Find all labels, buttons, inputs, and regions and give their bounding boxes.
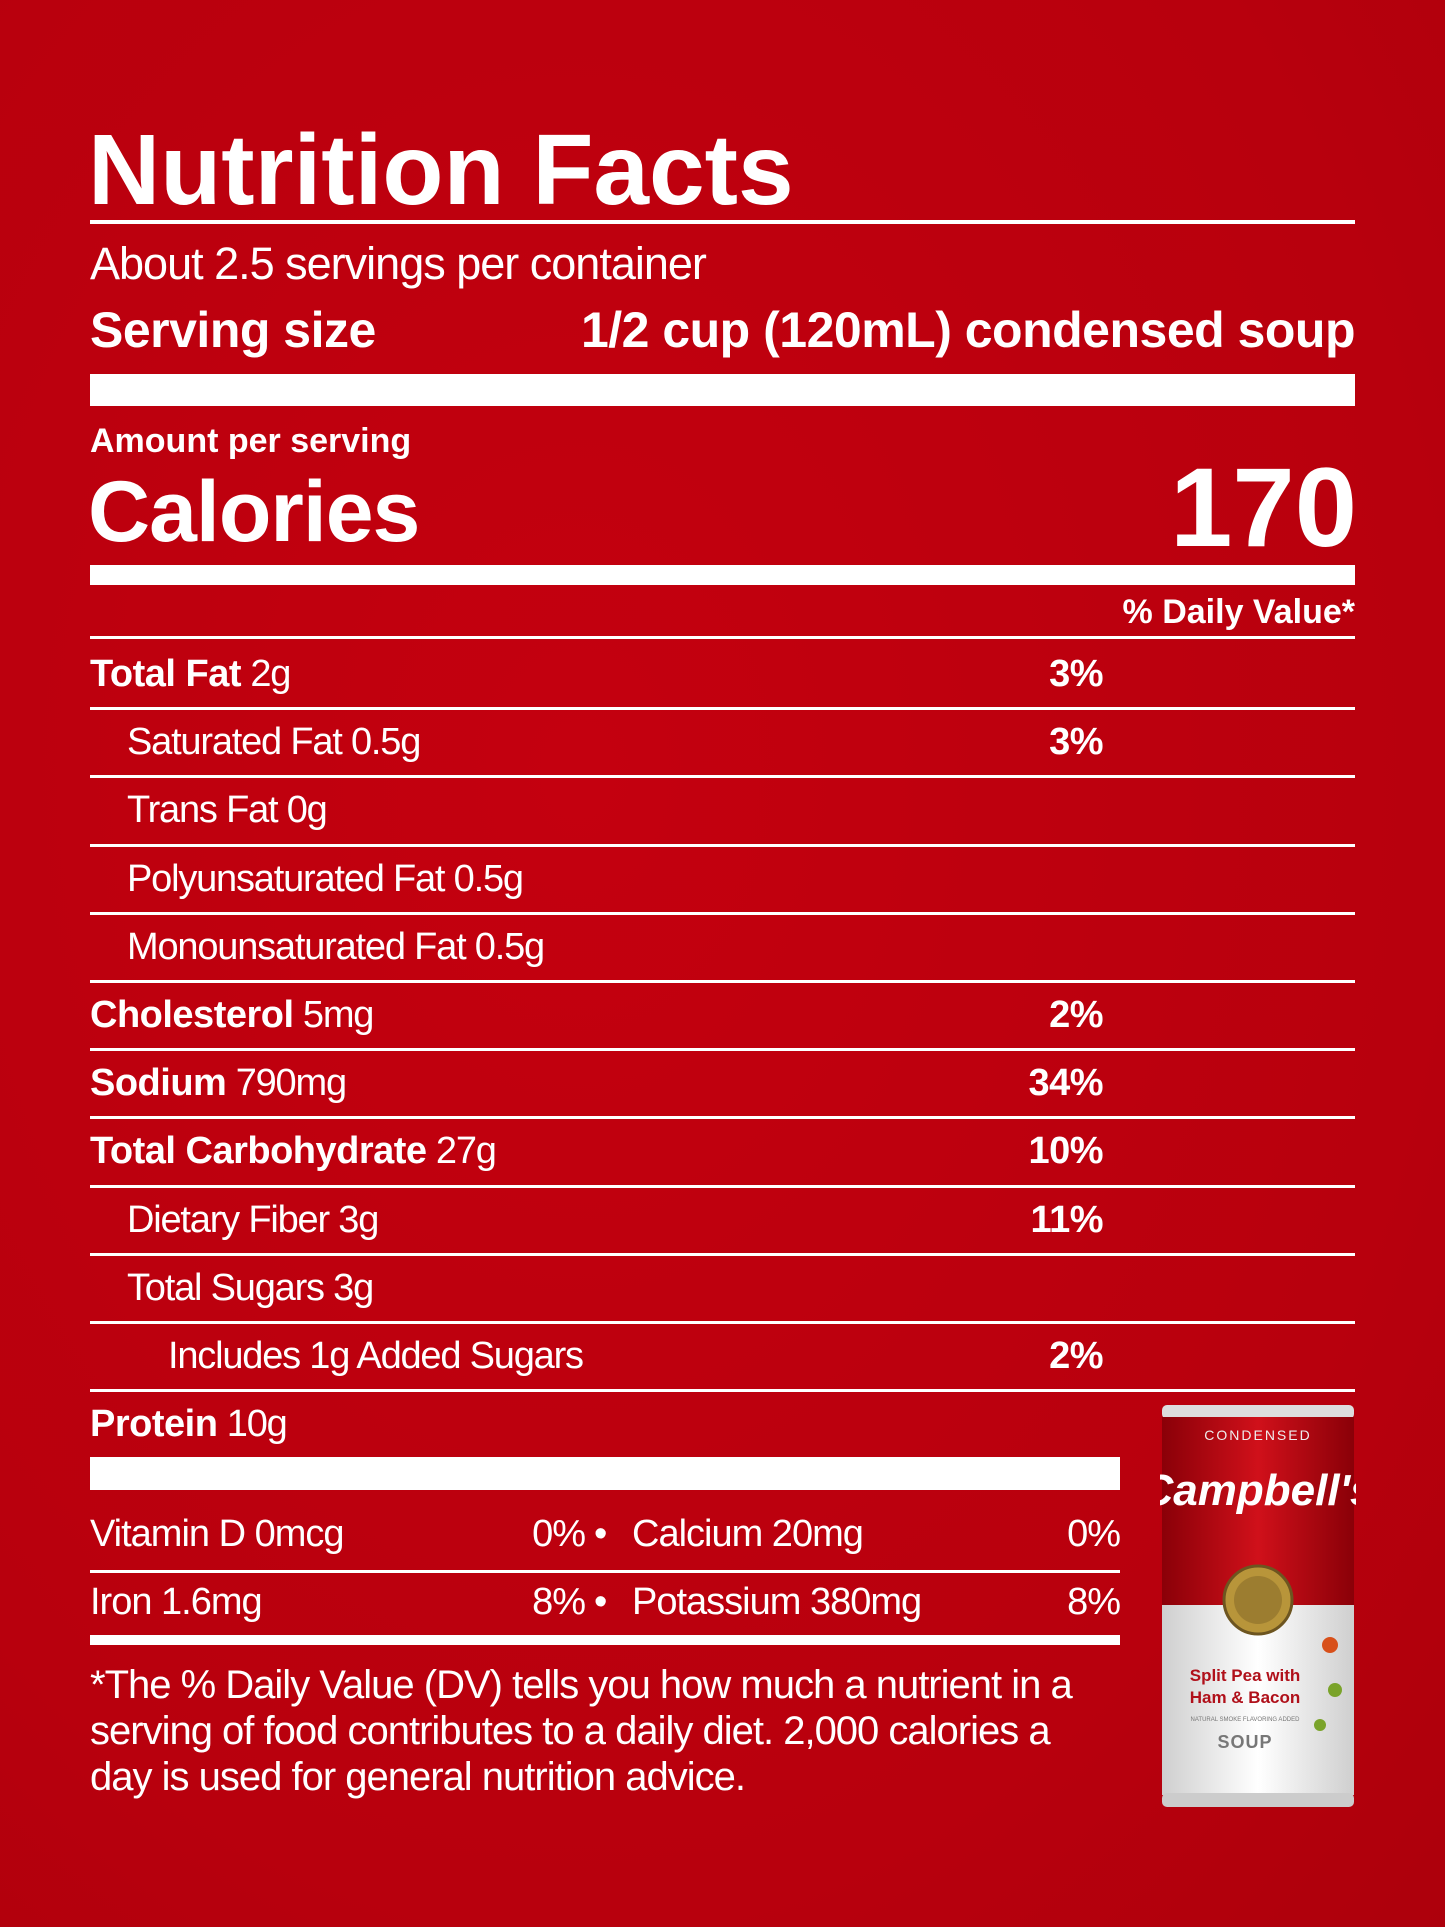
can-garnish <box>1328 1683 1342 1697</box>
nutrient-dv: 3% <box>1049 721 1103 764</box>
nutrient-dv: 10% <box>1028 1130 1103 1173</box>
nutrient-row: Total Fat 2g <box>90 646 291 702</box>
nutrient-amount: 2g <box>250 653 291 695</box>
nutrient-row: Total Carbohydrate 27g <box>90 1123 497 1179</box>
nutrient-name: Sodium <box>90 1062 227 1105</box>
rule <box>90 1321 1355 1324</box>
bullet: • <box>594 1513 607 1555</box>
thick-rule <box>90 565 1355 585</box>
serving-size-value: 1/2 cup (120mL) condensed soup <box>580 302 1356 358</box>
nutrient-amount: 790mg <box>235 1062 347 1105</box>
bullet: • <box>594 1581 607 1623</box>
spacer <box>427 1130 436 1172</box>
nutrient-name: Dietary Fiber 3g <box>127 1198 379 1241</box>
rule <box>90 220 1355 224</box>
nutrient-row: Sodium 790mg <box>90 1055 347 1111</box>
amount-per-serving: Amount per serving <box>90 422 412 460</box>
rule <box>90 1252 1355 1256</box>
nutrient-dv: 34% <box>1028 1062 1103 1105</box>
can-soup: SOUP <box>1217 1732 1272 1752</box>
nutrient-dv: 11% <box>1030 1198 1104 1241</box>
vitamin-name: Potassium 380mg <box>632 1581 922 1623</box>
nutrient-amount: 10g <box>226 1403 288 1446</box>
nutrient-dv: 3% <box>1049 653 1103 695</box>
can-rim <box>1162 1405 1354 1419</box>
nutrient-amount: 27g <box>435 1130 497 1173</box>
can-brand: Campbell's <box>1160 1466 1356 1515</box>
vitamin-name: Iron 1.6mg <box>90 1581 263 1623</box>
nutrient-row: Includes 1g Added Sugars <box>168 1328 584 1384</box>
rule <box>90 1116 1355 1120</box>
rule <box>90 1389 1355 1393</box>
spacer <box>226 1062 235 1104</box>
can-garnish <box>1314 1719 1326 1731</box>
spacer <box>294 994 303 1036</box>
thick-rule <box>90 1635 1120 1645</box>
nutrient-name: Includes 1g Added Sugars <box>168 1335 584 1377</box>
spacer <box>241 653 250 695</box>
soup-can: CONDENSED Campbell's Split Pea with Ham … <box>1160 1405 1356 1807</box>
vitamin-name: Calcium 20mg <box>632 1513 864 1555</box>
can-product: Split Pea with <box>1190 1666 1301 1685</box>
rule <box>90 636 1355 639</box>
nutrient-name: Cholesterol <box>90 994 294 1036</box>
nutrient-name: Saturated Fat 0.5g <box>127 721 421 764</box>
rule <box>90 911 1355 915</box>
rule <box>90 843 1355 847</box>
nutrient-row: Protein 10g <box>90 1396 288 1452</box>
nutrient-name: Total Carbohydrate <box>90 1130 427 1173</box>
nutrient-row: Dietary Fiber 3g <box>127 1192 379 1248</box>
vitamin-name: Vitamin D 0mcg <box>90 1513 345 1555</box>
rule <box>90 1048 1355 1052</box>
can-bottom <box>1162 1605 1354 1795</box>
nutrient-name: Monounsaturated Fat 0.5g <box>127 925 545 968</box>
can-garnish <box>1322 1637 1338 1653</box>
rule <box>90 707 1355 711</box>
calories-value: 170 <box>1170 445 1357 570</box>
nutrient-name: Polyunsaturated Fat 0.5g <box>127 857 524 900</box>
rule <box>90 980 1355 983</box>
can-condensed: CONDENSED <box>1204 1427 1311 1443</box>
vitamin-dv: 8% <box>1067 1581 1121 1623</box>
can-product: Ham & Bacon <box>1190 1688 1301 1707</box>
can-note: NATURAL SMOKE FLAVORING ADDED <box>1191 1717 1301 1723</box>
nutrient-name: Protein <box>90 1403 218 1446</box>
title: Nutrition Facts <box>88 114 794 226</box>
nutrient-row: Cholesterol 5mg <box>90 987 375 1043</box>
dv-header: % Daily Value* <box>1122 593 1355 631</box>
vitamin-dv: 0% <box>1067 1513 1121 1555</box>
serving-size-label: Serving size <box>90 302 376 358</box>
calories-label: Calories <box>88 464 420 560</box>
can-rim <box>1162 1793 1354 1807</box>
nutrient-amount: 5mg <box>302 994 375 1036</box>
nutrient-dv: 2% <box>1049 994 1103 1036</box>
vitamin-dv: 0% <box>532 1513 586 1555</box>
nutrient-row: Total Sugars 3g <box>127 1260 374 1316</box>
servings: About 2.5 servings per container <box>90 238 707 289</box>
rule <box>90 775 1355 779</box>
footnote: *The % Daily Value (DV) tells you how mu… <box>90 1663 1073 1799</box>
nutrient-row: Saturated Fat 0.5g <box>127 714 421 770</box>
nutrient-row: Polyunsaturated Fat 0.5g <box>127 851 524 907</box>
rule <box>90 1570 1120 1573</box>
rule <box>90 1184 1355 1188</box>
vitamin-dv: 8% <box>532 1581 586 1623</box>
nutrient-row: Trans Fat 0g <box>127 782 328 838</box>
thick-rule <box>90 374 1355 406</box>
can-medal <box>1234 1576 1282 1624</box>
nutrient-dv: 2% <box>1049 1335 1103 1377</box>
nutrient-name: Total Sugars 3g <box>127 1266 374 1309</box>
spacer <box>217 1403 226 1445</box>
nutrient-name: Trans Fat 0g <box>127 789 328 832</box>
nutrient-name: Total Fat <box>90 653 242 695</box>
thick-rule <box>90 1457 1120 1490</box>
nutrient-row: Monounsaturated Fat 0.5g <box>127 919 545 975</box>
